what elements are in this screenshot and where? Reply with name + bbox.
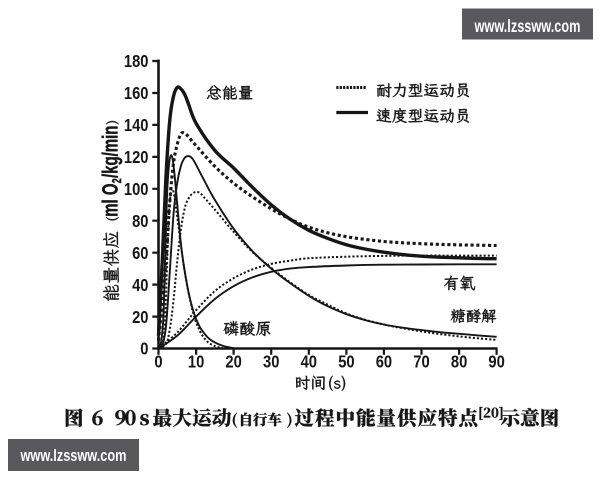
svg-text:20: 20	[225, 352, 241, 372]
svg-text:100: 100	[124, 179, 149, 199]
svg-text:120: 120	[124, 147, 149, 167]
svg-text:www.lzssww.com: www.lzssww.com	[474, 16, 581, 36]
svg-text:0: 0	[140, 339, 148, 359]
svg-text:40: 40	[132, 275, 148, 295]
svg-text:140: 140	[124, 115, 149, 135]
svg-text:40: 40	[301, 352, 317, 372]
svg-text:60: 60	[132, 243, 148, 263]
svg-text:90: 90	[488, 352, 504, 372]
svg-text:www.lzssww.com: www.lzssww.com	[20, 446, 127, 465]
svg-text:10: 10	[188, 352, 204, 372]
svg-text:80: 80	[132, 211, 148, 231]
svg-text:50: 50	[338, 352, 354, 372]
svg-text:0: 0	[154, 352, 162, 372]
svg-text:60: 60	[376, 352, 392, 372]
svg-text:160: 160	[124, 83, 149, 103]
svg-text:80: 80	[451, 352, 467, 372]
svg-text:70: 70	[413, 352, 429, 372]
svg-text:30: 30	[263, 352, 279, 372]
svg-text:180: 180	[124, 51, 149, 71]
svg-text:20: 20	[132, 307, 148, 327]
